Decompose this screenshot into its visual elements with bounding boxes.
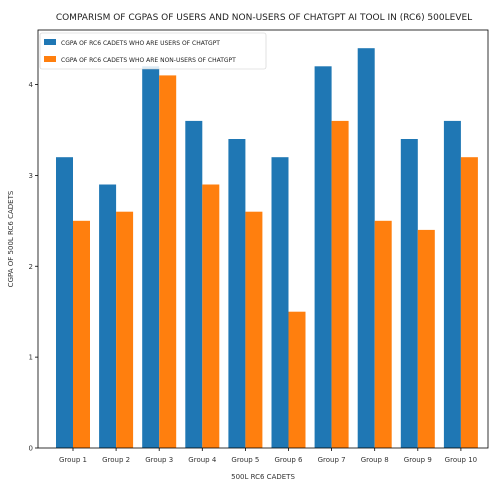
bar-non-users-2 <box>116 211 134 448</box>
plot-frame <box>37 29 489 449</box>
x-tick-label: Group 9 <box>404 456 432 464</box>
legend-swatch-users <box>44 39 56 45</box>
bar-users-7 <box>314 66 332 449</box>
bar-non-users-4 <box>202 184 220 448</box>
bar-non-users-6 <box>288 311 306 448</box>
x-tick-label: Group 2 <box>102 456 130 464</box>
x-axis-label: 500L RC6 CADETS <box>231 473 295 481</box>
y-tick-label: 0 <box>29 445 33 453</box>
x-tick-label: Group 8 <box>361 456 389 464</box>
bar-users-5 <box>228 139 246 448</box>
bar-non-users-3 <box>159 75 177 449</box>
x-axis: Group 1 Group 2 Group 3 Group 4 Group 5 Group… <box>59 448 477 464</box>
x-tick-label: Group 7 <box>318 456 346 464</box>
bar-users-1 <box>56 157 73 448</box>
bar-users-8 <box>357 48 375 448</box>
bar-users-3 <box>142 66 160 449</box>
y-axis-label: CGPA OF 500L RC6 CADETS <box>7 190 15 287</box>
legend-label-non-users: CGPA OF RC6 CADETS WHO ARE NON-USERS OF … <box>61 57 236 64</box>
x-tick-label: Group 1 <box>59 456 87 464</box>
bar-non-users-10 <box>460 157 478 448</box>
legend-label-users: CGPA OF RC6 CADETS WHO ARE USERS OF CHAT… <box>61 40 220 47</box>
legend-swatch-non-users <box>44 56 56 62</box>
x-tick-label: Group 10 <box>445 456 477 464</box>
bar-users-2 <box>99 184 117 448</box>
y-tick-label: 2 <box>29 263 33 271</box>
bar-users-4 <box>185 120 203 449</box>
y-tick-label: 4 <box>29 81 34 89</box>
chart-title: COMPARISM OF CGPAS OF USERS AND NON-USER… <box>56 13 472 23</box>
y-tick-label: 3 <box>29 172 33 180</box>
bars-layer <box>56 48 478 449</box>
bar-users-6 <box>271 157 289 448</box>
bar-non-users-9 <box>417 229 435 448</box>
legend: CGPA OF RC6 CADETS WHO ARE USERS OF CHAT… <box>39 32 267 70</box>
bar-users-9 <box>400 139 418 448</box>
y-axis: 0 1 2 3 4 <box>29 81 38 453</box>
x-tick-label: Group 4 <box>188 456 217 464</box>
x-tick-label: Group 3 <box>145 456 173 464</box>
bar-non-users-1 <box>73 220 90 448</box>
bar-non-users-7 <box>331 120 349 449</box>
x-tick-label: Group 5 <box>231 456 259 464</box>
bar-users-10 <box>443 120 461 449</box>
bar-non-users-8 <box>374 220 392 448</box>
bar-non-users-5 <box>245 211 263 448</box>
legend-box <box>39 32 267 70</box>
y-tick-label: 1 <box>29 354 33 362</box>
x-tick-label: Group 6 <box>275 456 304 464</box>
